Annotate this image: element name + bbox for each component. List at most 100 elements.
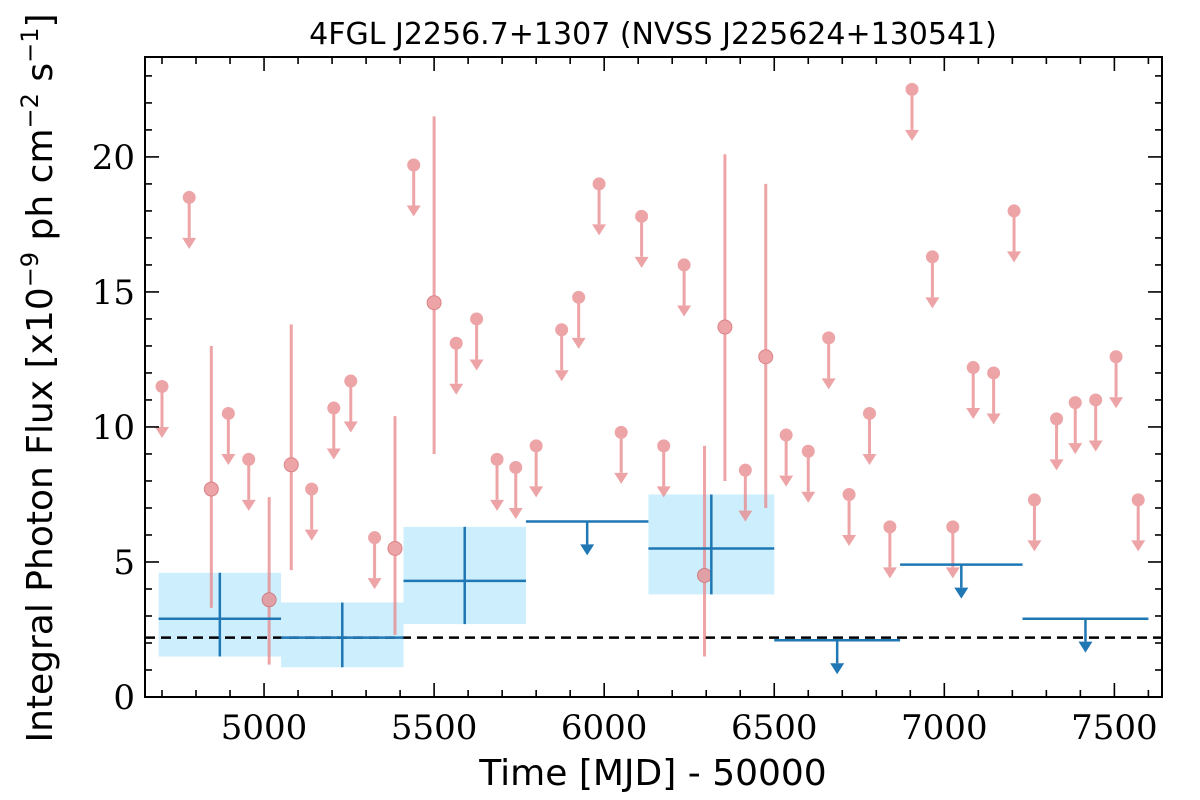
short-detection-3	[387, 416, 403, 635]
short-upper-limit-marker	[555, 323, 569, 337]
short-upper-limit-marker	[221, 406, 235, 420]
short-upper-limit-marker	[1007, 204, 1021, 218]
short-upper-limit-marker	[449, 336, 463, 350]
short-upper-limit-arrow	[406, 205, 421, 217]
short-upper-limit-32	[986, 366, 1001, 425]
short-detection-marker	[717, 319, 733, 335]
short-upper-limit-marker	[1068, 396, 1082, 410]
short-upper-limit-marker	[842, 487, 856, 501]
short-detection-marker	[261, 592, 277, 608]
short-upper-limit-38	[1109, 350, 1124, 409]
short-upper-limit-marker	[182, 190, 196, 204]
short-upper-limit-27	[882, 520, 897, 579]
x-tick-label: 7000	[901, 708, 988, 748]
short-upper-limit-23	[801, 444, 816, 503]
short-upper-limit-marker	[966, 361, 980, 375]
short-upper-limit-26	[862, 406, 877, 465]
short-upper-limit-marker	[925, 250, 939, 264]
short-upper-limit-arrow	[966, 408, 981, 420]
short-upper-limit-arrow	[738, 510, 753, 522]
short-upper-limit-arrow	[182, 237, 197, 249]
short-detection-marker	[203, 481, 219, 497]
short-upper-limit-arrow	[945, 567, 960, 579]
short-upper-limit-marker	[155, 379, 169, 393]
short-upper-limit-arrow	[529, 486, 544, 498]
short-upper-limit-arrow	[1109, 397, 1124, 409]
short-upper-limit-marker	[677, 258, 691, 272]
short-upper-limit-arrow	[326, 448, 341, 460]
short-upper-limit-3	[241, 452, 256, 511]
x-tick-label: 5000	[221, 708, 308, 748]
long-upper-limit-1	[774, 639, 901, 675]
short-upper-limit-marker	[779, 428, 793, 442]
short-upper-limit-arrow	[986, 413, 1001, 425]
short-upper-limit-marker	[635, 209, 649, 223]
axes-frame	[144, 56, 1163, 698]
short-upper-limit-arrow	[779, 475, 794, 487]
y-tick-label: 20	[92, 138, 135, 178]
short-upper-limit-17	[614, 425, 629, 484]
short-upper-limit-2	[221, 406, 236, 465]
axis-ticks: 5000 5500 6000 6500 7000 7500 0 5 10 15 20	[92, 57, 1162, 748]
short-upper-limit-marker	[470, 312, 484, 326]
short-upper-limit-marker	[822, 331, 836, 345]
short-upper-limit-8	[406, 158, 421, 217]
short-upper-limit-marker	[987, 366, 1001, 380]
x-tick-label: 6500	[731, 708, 818, 748]
short-upper-limit-arrow	[1068, 443, 1083, 455]
short-upper-limit-6	[343, 374, 358, 433]
short-detection-marker	[697, 567, 713, 583]
chart-title: 4FGL J2256.7+1307 (NVSS J225624+130541)	[309, 17, 997, 52]
y-axis-title: Integral Photon Flux [x10−9 ph cm−2 s−1]	[16, 13, 61, 742]
short-upper-limit-marker	[327, 401, 341, 415]
short-upper-limit-30	[945, 520, 960, 579]
long-detection-1	[281, 602, 404, 668]
short-upper-limit-39	[1131, 493, 1146, 552]
short-upper-limit-arrow	[656, 486, 671, 498]
short-upper-limit-arrow	[221, 453, 236, 465]
short-upper-limit-28	[905, 82, 920, 141]
short-upper-limit-marker	[1109, 350, 1123, 364]
short-upper-limit-marker	[946, 520, 960, 534]
short-upper-limit-18	[634, 209, 649, 268]
short-upper-limit-7	[367, 531, 382, 590]
long-upper-limit-arrow	[954, 587, 969, 599]
long-detection-2	[403, 526, 526, 625]
long-detection-3	[648, 494, 775, 595]
short-upper-limit-21	[738, 463, 753, 522]
short-upper-limit-19	[656, 439, 671, 498]
short-upper-limit-marker	[242, 452, 256, 466]
short-upper-limit-16	[592, 177, 607, 236]
long-upper-limit-arrow	[1078, 641, 1093, 653]
long-upper-limit-arrow	[580, 544, 595, 556]
short-upper-limit-arrow	[571, 337, 586, 349]
y-axis-title-main: Integral Photon Flux [x10	[20, 287, 61, 742]
short-upper-limit-arrow	[821, 378, 836, 390]
short-upper-limit-20	[677, 258, 692, 317]
short-upper-limit-arrow	[905, 129, 920, 141]
short-upper-limit-arrow	[241, 499, 256, 511]
short-upper-limit-0	[155, 379, 170, 438]
short-detection-marker	[426, 295, 442, 311]
short-detection-marker	[758, 349, 774, 365]
short-upper-limit-marker	[305, 482, 319, 496]
y-axis-title-exp3: −1	[16, 28, 44, 63]
short-upper-limit-13	[529, 439, 544, 498]
short-upper-limit-14	[554, 323, 569, 382]
short-upper-limit-marker	[657, 439, 671, 453]
short-upper-limit-22	[779, 428, 794, 487]
short-upper-limit-arrow	[842, 534, 857, 546]
short-detection-6	[717, 154, 733, 481]
short-upper-limit-arrow	[367, 578, 382, 590]
short-upper-limit-arrow	[592, 224, 607, 236]
short-upper-limit-marker	[862, 406, 876, 420]
short-upper-limit-arrow	[801, 491, 816, 503]
short-upper-limit-arrow	[1131, 540, 1146, 552]
short-upper-limit-arrow	[614, 472, 629, 484]
short-upper-limit-arrow	[677, 305, 692, 317]
short-upper-limit-9	[449, 336, 464, 395]
short-upper-limit-11	[490, 452, 505, 511]
short-upper-limit-marker	[592, 177, 606, 191]
x-tick-label: 5500	[391, 708, 478, 748]
short-upper-limit-marker	[1050, 412, 1064, 426]
